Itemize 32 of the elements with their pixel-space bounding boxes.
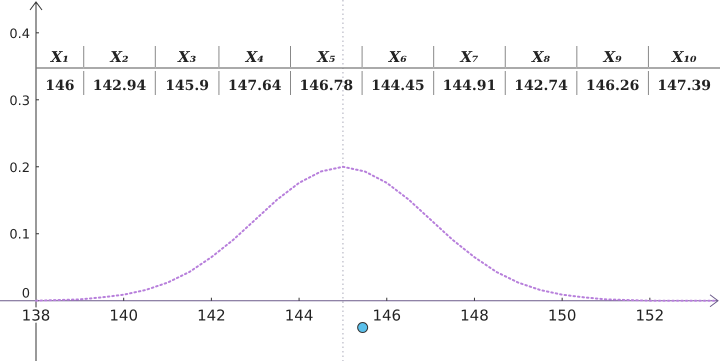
annotation: X₈ (530, 48, 551, 66)
y-tick-label: 0.3 (9, 94, 30, 109)
annotation: 145.9 (165, 78, 210, 94)
y-tick-label: 0.4 (9, 26, 30, 42)
annotation: 144.91 (442, 78, 496, 94)
annotation: X₉ (602, 48, 622, 66)
x-tick-label: 146 (372, 306, 402, 325)
y-tick-label: 0 (22, 286, 30, 302)
x-tick-label: 142 (197, 306, 226, 325)
x-tick-label: 152 (636, 306, 664, 325)
annotation: X₇ (459, 48, 479, 66)
x-tick-label: 140 (109, 306, 138, 325)
annotation: 146.78 (300, 78, 354, 94)
annotation: 146 (45, 78, 74, 94)
annotation: X₆ (388, 48, 408, 66)
y-tick-label: 0.2 (9, 160, 30, 176)
annotation: 147.64 (228, 78, 282, 94)
annotation: 146.26 (586, 78, 640, 94)
annotation: 147.39 (657, 78, 712, 94)
annotation: 142.94 (92, 78, 147, 94)
annotation: X₁ (50, 48, 69, 66)
annotation: 144.45 (371, 78, 425, 94)
annotation: X₁₀ (670, 48, 698, 66)
y-tick-label: 0.1 (9, 228, 30, 243)
x-tick-label: 144 (284, 306, 314, 325)
annotation: X₂ (109, 48, 130, 66)
annotation: X₃ (177, 48, 197, 66)
x-tick-label: 148 (460, 306, 489, 325)
x-tick-label: 150 (548, 306, 576, 325)
annotation: 142.74 (514, 78, 568, 94)
annotation: X₄ (244, 48, 264, 66)
annotation: X₅ (316, 48, 336, 66)
